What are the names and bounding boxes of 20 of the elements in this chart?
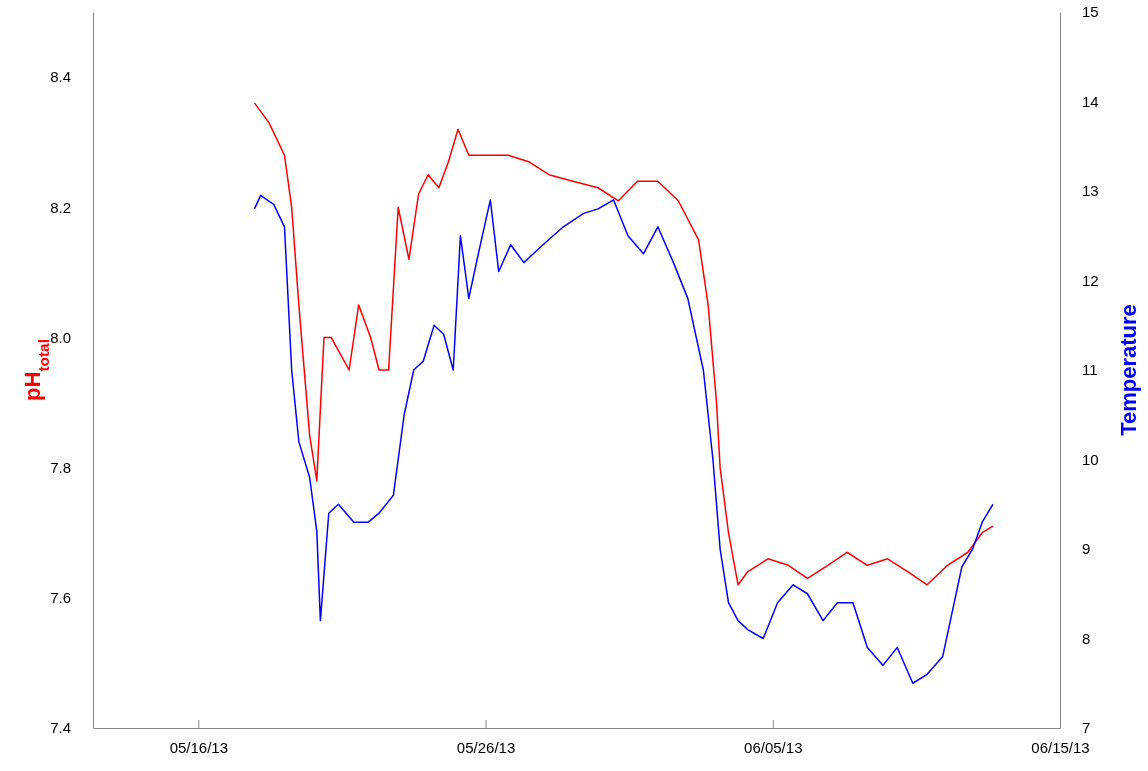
x-tick-label: 05/16/13: [169, 738, 229, 756]
y2-tick-label: 7: [1082, 719, 1091, 737]
y2-tick-label: 13: [1082, 182, 1099, 200]
x-tick-label: 06/15/13: [1031, 738, 1090, 756]
y-tick-label: 7.4: [50, 719, 71, 737]
x-tick-label: 05/26/13: [456, 738, 516, 756]
y2-tick-label: 15: [1082, 3, 1099, 21]
y-tick-label: 8.4: [50, 68, 71, 86]
y2-axis-title: Temperature: [1116, 304, 1141, 436]
y2-tick-label: 14: [1082, 92, 1099, 110]
y2-tick-label: 11: [1082, 361, 1098, 379]
x-tick-label: 06/05/13: [744, 738, 803, 756]
y-tick-label: 7.6: [50, 589, 71, 607]
y2-tick-label: 8: [1082, 629, 1091, 647]
y2-tick-label: 12: [1082, 271, 1099, 289]
y-tick-label: 8.2: [50, 198, 71, 216]
y-tick-label: 8.0: [50, 328, 71, 346]
y-tick-label: 7.8: [50, 458, 71, 476]
y2-tick-label: 9: [1082, 540, 1091, 558]
y2-tick-label: 10: [1082, 450, 1099, 468]
